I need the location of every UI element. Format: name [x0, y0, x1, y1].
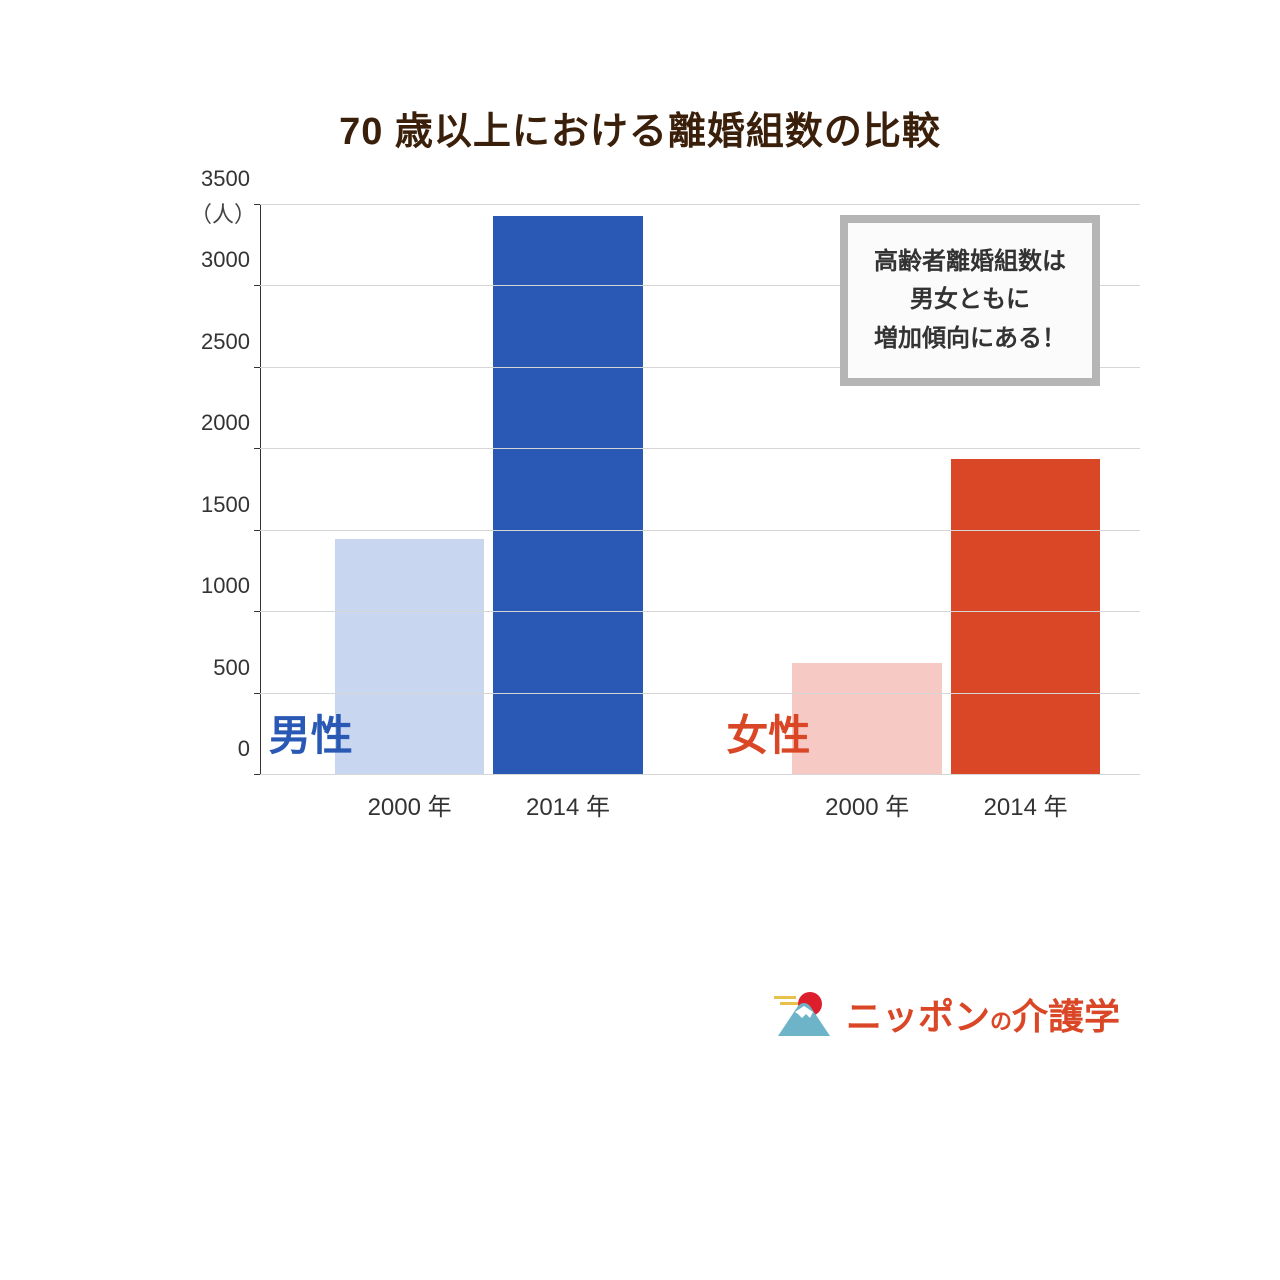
bar: [792, 663, 942, 775]
y-tick-mark: [254, 693, 260, 694]
footer-text-part: 介護学: [1012, 988, 1120, 1040]
gridline: [260, 611, 1140, 612]
gridline: [260, 204, 1140, 205]
chart-area: （人） 男性女性 0500100015002000250030003500 20…: [180, 205, 1140, 775]
gridline: [260, 693, 1140, 694]
x-tick-label: 2014 年: [984, 787, 1068, 822]
chart-title: 70 歳以上における離婚組数の比較: [100, 100, 1180, 155]
bar: [335, 539, 485, 775]
y-tick-mark: [254, 774, 260, 775]
footer-logo: ニッポンの介護学: [772, 988, 1120, 1040]
gridline: [260, 448, 1140, 449]
x-tick-label: 2000 年: [368, 787, 452, 822]
y-axis-unit: （人）: [190, 197, 256, 229]
callout-line: 男女ともに: [874, 281, 1066, 319]
bar: [951, 459, 1101, 775]
callout-line: 増加傾向にある！: [874, 320, 1066, 358]
y-tick-label: 1500: [190, 492, 250, 518]
mount-fuji-icon: [772, 990, 836, 1038]
y-tick-mark: [254, 204, 260, 205]
y-tick-label: 3500: [190, 166, 250, 192]
x-tick-label: 2000 年: [825, 787, 909, 822]
gridline: [260, 774, 1140, 775]
group-label: 男性: [269, 702, 353, 763]
gridline: [260, 530, 1140, 531]
y-tick-mark: [254, 285, 260, 286]
callout-box: 高齢者離婚組数は男女ともに増加傾向にある！: [840, 215, 1100, 386]
y-tick-label: 500: [190, 655, 250, 681]
footer-text-part: ニッポン: [846, 988, 990, 1040]
callout-line: 高齢者離婚組数は: [874, 243, 1066, 281]
y-tick-label: 3000: [190, 247, 250, 273]
group-label: 女性: [726, 702, 810, 763]
y-tick-label: 2500: [190, 329, 250, 355]
footer-brand-text: ニッポンの介護学: [846, 988, 1120, 1040]
y-tick-label: 1000: [190, 573, 250, 599]
y-tick-mark: [254, 611, 260, 612]
bar: [493, 216, 643, 775]
footer-text-part: の: [990, 1004, 1012, 1036]
x-tick-label: 2014 年: [526, 787, 610, 822]
y-tick-mark: [254, 367, 260, 368]
y-tick-mark: [254, 530, 260, 531]
y-tick-mark: [254, 448, 260, 449]
y-tick-label: 0: [190, 736, 250, 762]
chart-container: 70 歳以上における離婚組数の比較 （人） 男性 女性 0 500 1000 1500 2…: [100, 0, 1180, 1080]
y-tick-label: 2000: [190, 410, 250, 436]
